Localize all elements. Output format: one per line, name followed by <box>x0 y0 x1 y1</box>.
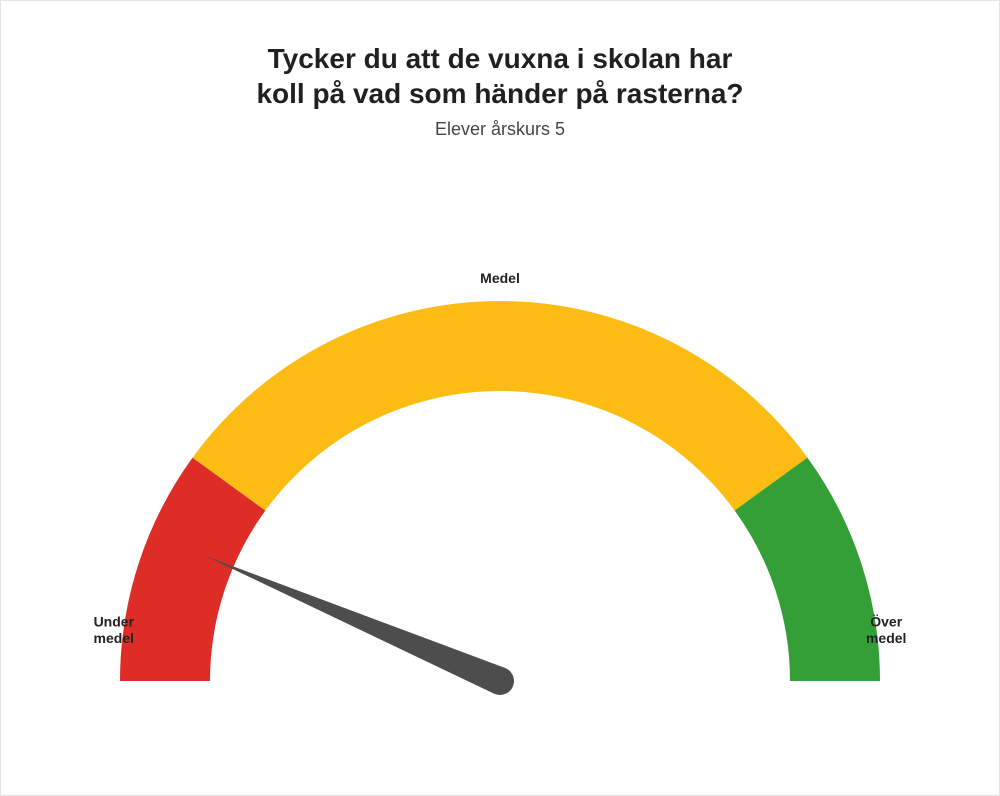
chart-subtitle: Elever årskurs 5 <box>1 119 999 140</box>
gauge-hub <box>486 667 514 695</box>
gauge-needle <box>205 556 505 694</box>
gauge-label-1: Medel <box>480 270 520 286</box>
gauge-segment-1 <box>193 301 808 511</box>
gauge-label-2: Övermedel <box>866 614 906 646</box>
title-block: Tycker du att de vuxna i skolan har koll… <box>1 41 999 140</box>
gauge-label-0: Undermedel <box>94 614 135 646</box>
gauge-wrap: Undermedel Medel Övermedel <box>1 181 999 761</box>
chart-frame: Tycker du att de vuxna i skolan har koll… <box>0 0 1000 796</box>
chart-title: Tycker du att de vuxna i skolan har koll… <box>1 41 999 111</box>
gauge-chart: Undermedel Medel Övermedel <box>20 181 980 761</box>
